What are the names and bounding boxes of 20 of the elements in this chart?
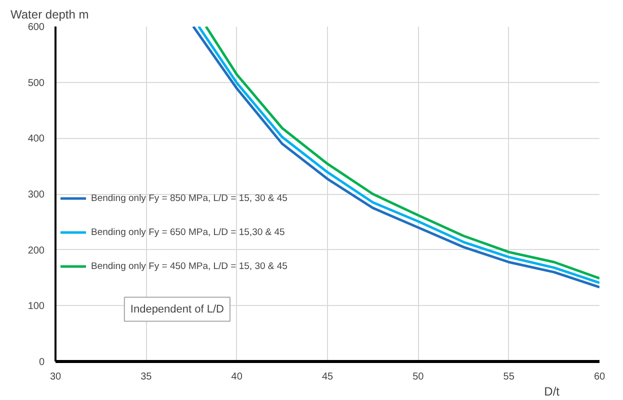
x-tick-label: 40 xyxy=(231,372,243,382)
y-tick-label: 0 xyxy=(38,357,45,368)
legend-label: Bending only Fy = 850 MPa, L/D = 15, 30 & 45 xyxy=(91,192,288,204)
x-tick-label: 50 xyxy=(412,372,424,382)
y-tick-label: 300 xyxy=(28,190,45,200)
y-tick-label: 600 xyxy=(28,22,45,33)
y-tick-label: 500 xyxy=(28,78,45,89)
y-tick-label: 400 xyxy=(28,134,45,145)
y-tick-label: 200 xyxy=(28,245,45,256)
x-tick-label: 30 xyxy=(50,372,62,382)
legend-label: Bending only Fy = 450 MPa, L/D = 15, 30 & 45 xyxy=(91,260,288,272)
annotation: Independent of L/D xyxy=(130,303,224,316)
y-tick-label: 100 xyxy=(28,301,45,312)
x-tick-label: 35 xyxy=(140,372,152,382)
x-tick-label: 45 xyxy=(322,372,334,382)
x-axis-title: D/t xyxy=(544,384,560,398)
x-tick-label: 55 xyxy=(503,372,515,382)
x-tick-label: 60 xyxy=(594,372,606,382)
y-axis-title: Water depth m xyxy=(10,8,89,22)
legend-label: Bending only Fy = 650 MPa, L/D = 15,30 & 45 xyxy=(91,226,285,238)
